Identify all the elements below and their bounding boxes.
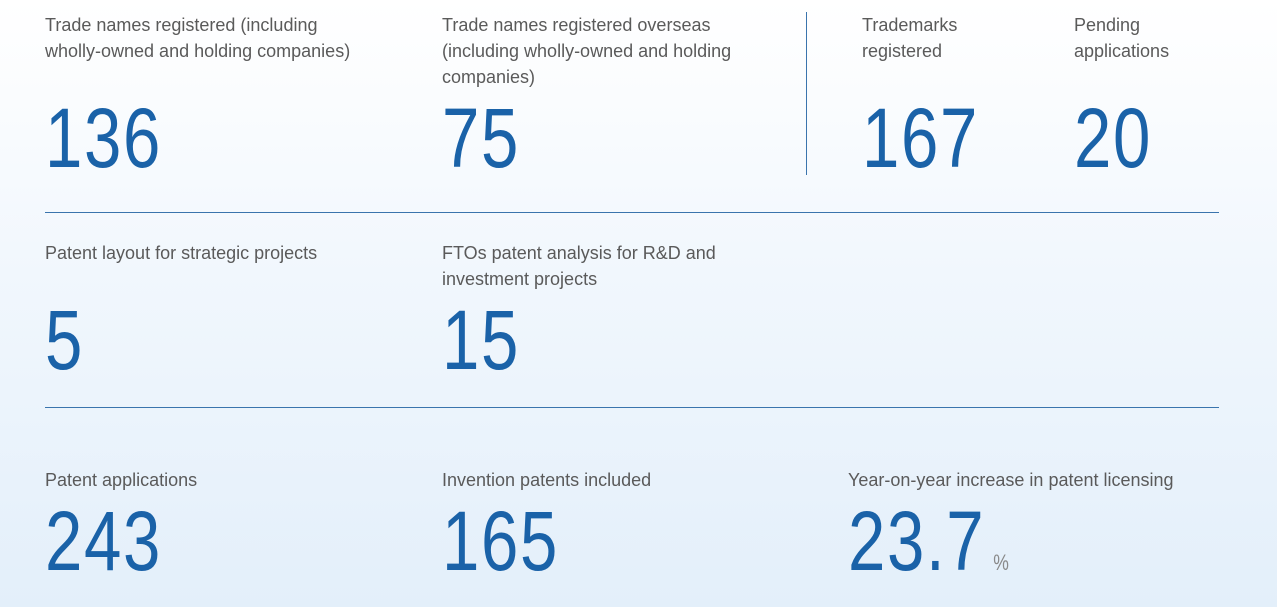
stat-number: 20 (1074, 91, 1152, 185)
stat-value: 243 (45, 499, 162, 583)
stat-value: 15 (442, 298, 520, 382)
stat-label: Trademarks registered (862, 15, 958, 61)
stat-value: 23.7% (848, 499, 1009, 605)
stat-number: 23.7 (848, 494, 986, 588)
stat-item: Patent applications 243 (45, 467, 375, 583)
stat-number: 136 (45, 91, 162, 185)
stat-number: 243 (45, 494, 162, 588)
stat-value: 20 (1074, 96, 1152, 180)
stat-label: Patent applications (45, 470, 198, 490)
stat-item: Year-on-year increase in patent licensin… (848, 467, 1228, 583)
stat-value: 167 (862, 96, 979, 180)
stat-value: 136 (45, 96, 162, 180)
stat-number: 75 (442, 91, 520, 185)
stat-item: Patent layout for strategic projects 5 (45, 240, 375, 382)
stat-item: Invention patents included 165 (442, 467, 772, 583)
stat-number: 5 (45, 293, 84, 387)
stat-number: 15 (442, 293, 520, 387)
stat-unit: % (993, 550, 1009, 575)
stat-item: Pending applications 20 (1074, 12, 1214, 180)
divider-vertical (806, 12, 807, 175)
stat-value: 165 (442, 499, 559, 583)
stat-label: Trade names registered (including wholly… (45, 15, 351, 61)
stat-item: FTOs patent analysis for R&D and investm… (442, 240, 772, 382)
stat-value: 5 (45, 298, 84, 382)
stat-value: 75 (442, 96, 520, 180)
stat-label: Pending applications (1074, 15, 1170, 61)
stat-label: FTOs patent analysis for R&D and investm… (442, 243, 716, 289)
stat-number: 167 (862, 91, 979, 185)
stat-number: 165 (442, 494, 559, 588)
stat-item: Trade names registered (including wholly… (45, 12, 375, 180)
stat-label: Year-on-year increase in patent licensin… (848, 470, 1174, 490)
stat-item: Trade names registered overseas (includi… (442, 12, 772, 180)
stat-item: Trademarks registered 167 (862, 12, 992, 180)
stat-label: Patent layout for strategic projects (45, 243, 318, 263)
stat-label: Trade names registered overseas (includi… (442, 15, 732, 87)
stat-label: Invention patents included (442, 470, 652, 490)
divider (45, 212, 1219, 213)
divider (45, 407, 1219, 408)
